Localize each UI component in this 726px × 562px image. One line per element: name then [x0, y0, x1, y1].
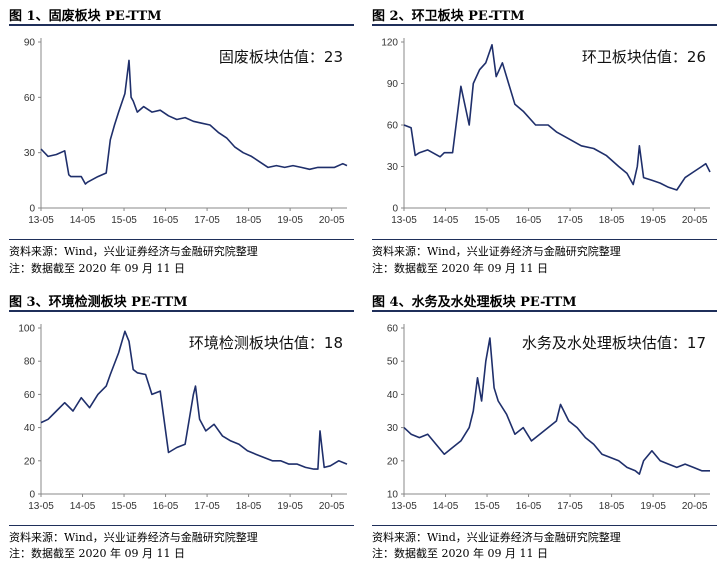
source-rule [9, 239, 354, 240]
y-tick-label: 30 [387, 423, 399, 434]
title-rule [9, 310, 354, 312]
title-rule [9, 24, 354, 26]
series-line [403, 337, 710, 475]
chart-title: 图 2、环卫板块 PE-TTM [372, 9, 525, 24]
x-tick-label: 15-05 [474, 215, 500, 226]
line-chart: 0 30 60 90 13-05 14-05 15-05 16-05 17-05 18-05 19-… [24, 38, 348, 226]
y-tick-label: 20 [387, 456, 399, 467]
x-tick-label: 17-05 [557, 215, 583, 226]
x-tick-label: 13-05 [28, 215, 54, 226]
y-tick-label: 0 [29, 204, 35, 215]
x-tick-label: 13-05 [391, 501, 417, 512]
valuation-annotation: 环境检测板块估值：18 [189, 334, 343, 352]
y-tick-label: 100 [18, 324, 35, 335]
x-tick-label: 14-05 [70, 501, 96, 512]
y-tick-label: 50 [387, 357, 399, 368]
x-tick-label: 16-05 [516, 501, 542, 512]
y-tick-label: 80 [24, 357, 36, 368]
chart-panel-4: 图 4、水务及水处理板块 PE-TTM 10 20 30 40 50 60 13-05 14-… [372, 291, 717, 561]
x-tick-label: 14-05 [433, 215, 459, 226]
y-tick-label: 60 [24, 93, 36, 104]
note-text: 注：数据截至 2020 年 09 月 11 日 [372, 262, 548, 275]
chart-title: 图 4、水务及水处理板块 PE-TTM [372, 295, 577, 310]
chart-title: 图 3、环境检测板块 PE-TTM [9, 295, 188, 310]
x-tick-label: 20-05 [319, 501, 345, 512]
source-text: 资料来源：Wind，兴业证券经济与金融研究院整理 [9, 531, 258, 544]
x-tick-label: 18-05 [599, 215, 625, 226]
x-tick-label: 15-05 [111, 215, 137, 226]
series-line [40, 330, 348, 470]
source-rule [9, 525, 354, 526]
x-tick-label: 16-05 [516, 215, 542, 226]
x-tick-label: 13-05 [28, 501, 54, 512]
x-tick-label: 20-05 [682, 501, 708, 512]
source-rule [372, 239, 717, 240]
series-line [403, 44, 711, 191]
source-text: 资料来源：Wind，兴业证券经济与金融研究院整理 [372, 245, 621, 258]
y-tick-label: 0 [29, 490, 35, 501]
y-tick-label: 10 [387, 490, 399, 501]
x-tick-label: 15-05 [111, 501, 137, 512]
x-tick-label: 16-05 [153, 501, 179, 512]
source-rule [372, 525, 717, 526]
x-tick-label: 20-05 [682, 215, 708, 226]
y-tick-label: 120 [381, 38, 398, 49]
x-tick-label: 19-05 [277, 215, 303, 226]
valuation-annotation: 环卫板块估值：26 [582, 48, 706, 66]
x-tick-label: 19-05 [640, 501, 666, 512]
chart-title: 图 1、固废板块 PE-TTM [9, 9, 162, 24]
valuation-annotation: 水务及水处理板块估值：17 [522, 334, 706, 352]
x-tick-label: 18-05 [599, 501, 625, 512]
chart-panel-1: 图 1、固废板块 PE-TTM 0 30 60 90 13-05 14-05 15-05 16… [9, 5, 354, 280]
x-tick-label: 16-05 [153, 215, 179, 226]
note-text: 注：数据截至 2020 年 09 月 11 日 [9, 262, 185, 275]
line-chart: 10 20 30 40 50 60 13-05 14-05 15-05 16-05 17-05 18-… [387, 324, 710, 512]
y-tick-label: 20 [24, 456, 36, 467]
x-tick-label: 20-05 [319, 215, 345, 226]
note-text: 注：数据截至 2020 年 09 月 11 日 [372, 547, 548, 560]
y-tick-label: 90 [387, 79, 399, 90]
x-tick-label: 18-05 [236, 215, 262, 226]
y-tick-label: 30 [387, 162, 399, 173]
x-tick-label: 19-05 [640, 215, 666, 226]
chart-panel-3: 图 3、环境检测板块 PE-TTM 0 20 40 60 80 100 13-05 14-05… [9, 291, 354, 561]
chart-panel-2: 图 2、环卫板块 PE-TTM 0 30 60 90 120 13-05 14-05 15-0… [372, 5, 717, 280]
y-tick-label: 40 [24, 423, 36, 434]
y-tick-label: 60 [387, 121, 399, 132]
y-tick-label: 60 [387, 324, 399, 335]
valuation-annotation: 固废板块估值：23 [219, 48, 343, 66]
x-tick-label: 14-05 [70, 215, 96, 226]
y-tick-label: 0 [392, 204, 398, 215]
x-tick-label: 17-05 [194, 215, 220, 226]
x-tick-label: 17-05 [557, 501, 583, 512]
x-tick-label: 15-05 [474, 501, 500, 512]
y-tick-label: 60 [24, 390, 36, 401]
source-text: 资料来源：Wind，兴业证券经济与金融研究院整理 [372, 531, 621, 544]
x-tick-label: 18-05 [236, 501, 262, 512]
line-chart: 0 30 60 90 120 13-05 14-05 15-05 16-05 17-05 18-05… [381, 38, 711, 226]
y-tick-label: 90 [24, 38, 36, 49]
y-tick-label: 30 [24, 148, 36, 159]
line-chart: 0 20 40 60 80 100 13-05 14-05 15-05 16-05 17-05 18-… [18, 324, 348, 512]
series-line [40, 59, 348, 185]
x-tick-label: 17-05 [194, 501, 220, 512]
x-tick-label: 14-05 [433, 501, 459, 512]
note-text: 注：数据截至 2020 年 09 月 11 日 [9, 547, 185, 560]
y-tick-label: 40 [387, 390, 399, 401]
source-text: 资料来源：Wind，兴业证券经济与金融研究院整理 [9, 245, 258, 258]
title-rule [372, 310, 717, 312]
x-tick-label: 13-05 [391, 215, 417, 226]
x-tick-label: 19-05 [277, 501, 303, 512]
title-rule [372, 24, 717, 26]
